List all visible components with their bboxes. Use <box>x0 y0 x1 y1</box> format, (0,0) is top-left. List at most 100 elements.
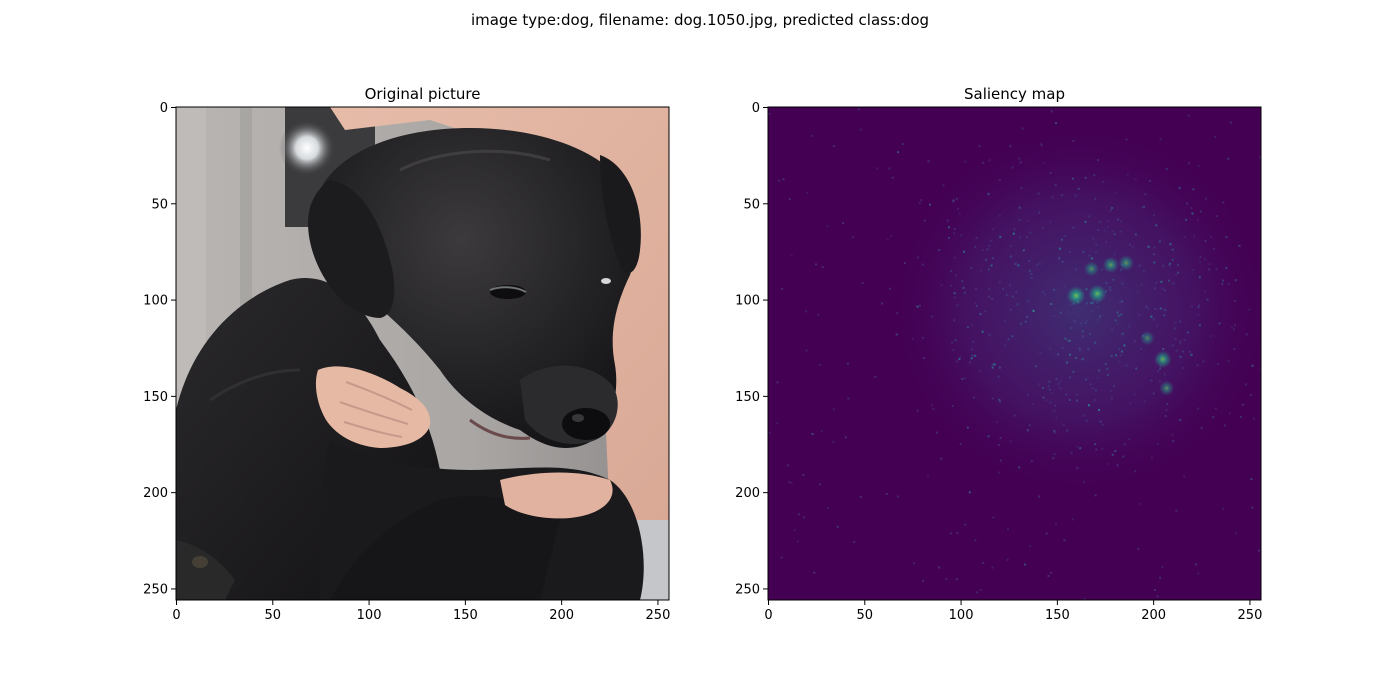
saliency-hotspot <box>1066 286 1086 306</box>
saliency-pixel <box>1154 589 1156 592</box>
saliency-pixel <box>982 561 985 564</box>
saliency-pixel <box>847 397 850 400</box>
saliency-pixel <box>827 506 829 509</box>
saliency-pixel <box>918 202 921 205</box>
saliency-pixel <box>1006 558 1009 561</box>
saliency-pixel <box>768 113 771 115</box>
saliency-pixel <box>889 287 892 290</box>
saliency-hotspot <box>1154 350 1172 369</box>
saliency-hotspot <box>1159 380 1175 396</box>
saliency-pixel <box>891 176 894 179</box>
saliency-y-tick-label: 200 <box>735 486 760 501</box>
saliency-pixel <box>876 167 879 170</box>
saliency-pixel <box>1021 127 1024 130</box>
saliency-pixel <box>945 578 948 580</box>
saliency-pixel <box>817 313 820 316</box>
saliency-pixel <box>1187 114 1190 117</box>
saliency-pixel <box>857 108 860 111</box>
saliency-pixel <box>821 266 824 269</box>
saliency-pixel <box>802 473 805 476</box>
saliency-hotspot <box>1102 256 1120 274</box>
saliency-pixel <box>922 579 924 582</box>
saliency-pixel <box>796 540 799 543</box>
saliency-map-frame <box>767 106 1262 601</box>
saliency-pixel <box>778 179 780 182</box>
saliency-pixel <box>776 381 779 384</box>
saliency-pixel <box>888 167 891 170</box>
saliency-pixel <box>1050 110 1053 113</box>
saliency-x-tick-label: 100 <box>949 608 974 623</box>
saliency-pixel <box>853 541 856 543</box>
saliency-pixel <box>938 566 941 569</box>
saliency-pixel <box>1161 566 1164 569</box>
saliency-hotspots <box>1066 255 1175 396</box>
saliency-pixel <box>874 375 877 378</box>
original-x-tick-label: 150 <box>453 608 478 623</box>
saliency-pixel <box>1259 368 1261 371</box>
saliency-pixel <box>916 409 919 412</box>
saliency-y-tick-label: 150 <box>735 390 760 405</box>
figure-suptitle: image type:dog, filename: dog.1050.jpg, … <box>470 11 930 29</box>
saliency-pixel <box>861 282 864 285</box>
original-y-tick-label: 100 <box>143 294 168 309</box>
saliency-map-ticks: 0 50 100 150 200 250 0 50 100 150 200 250 <box>735 101 1262 623</box>
saliency-pixel <box>964 160 967 163</box>
saliency-map-axes: Saliency map 0 50 100 150 200 250 0 50 100 150 200… <box>735 85 1262 623</box>
saliency-heatmap <box>768 107 1261 600</box>
saliency-pixel <box>992 516 995 519</box>
original-picture-frame <box>175 106 670 601</box>
saliency-pixel <box>805 349 808 352</box>
saliency-pixel <box>964 523 967 526</box>
saliency-hotspot <box>1118 255 1135 271</box>
saliency-pixel <box>768 431 771 434</box>
saliency-pixel <box>1183 475 1186 478</box>
saliency-pixel <box>1214 135 1217 138</box>
saliency-pixel <box>1038 495 1041 498</box>
saliency-pixel <box>1251 506 1254 509</box>
saliency-hotspot <box>1088 284 1107 303</box>
saliency-pixel <box>1055 122 1057 125</box>
saliency-pixel <box>935 431 938 434</box>
camera-flash <box>279 120 335 176</box>
saliency-glow <box>890 125 1261 495</box>
saliency-pixel <box>1252 417 1255 420</box>
saliency-y-tick-label: 250 <box>735 582 760 597</box>
saliency-pixel <box>832 145 835 148</box>
saliency-pixel <box>913 562 915 565</box>
saliency-pixel <box>1222 507 1225 510</box>
saliency-pixel <box>836 525 839 528</box>
saliency-pixel <box>851 236 854 239</box>
saliency-pixel <box>885 492 888 495</box>
saliency-pixel <box>991 566 994 569</box>
saliency-pixel <box>1029 545 1032 548</box>
saliency-x-tick-label: 200 <box>1141 608 1166 623</box>
saliency-pixel <box>1258 549 1260 552</box>
saliency-pixel <box>1175 509 1178 512</box>
original-x-tick-label: 250 <box>646 608 671 623</box>
saliency-pixel <box>820 430 823 433</box>
saliency-pixel <box>846 362 849 365</box>
original-y-tick-label: 250 <box>143 582 168 597</box>
saliency-pixel <box>805 310 808 313</box>
saliency-pixel <box>819 483 821 486</box>
saliency-pixel <box>1259 156 1261 159</box>
saliency-pixel <box>1229 121 1232 124</box>
saliency-hotspot <box>1083 261 1100 277</box>
saliency-pixel <box>1227 157 1230 160</box>
saliency-pixel <box>1137 547 1140 550</box>
saliency-pixel <box>978 145 981 148</box>
original-y-tick-label: 0 <box>160 101 168 116</box>
saliency-pixel <box>1159 138 1162 141</box>
original-x-tick-label: 100 <box>357 608 382 623</box>
saliency-pixel <box>1050 571 1053 574</box>
saliency-pixel <box>1249 394 1252 397</box>
saliency-pixel <box>976 591 979 594</box>
saliency-pixel <box>826 225 829 228</box>
saliency-pixel <box>811 433 814 435</box>
saliency-pixel <box>782 178 785 181</box>
saliency-pixel <box>1094 494 1097 497</box>
original-picture-axes: Original picture <box>143 85 670 623</box>
saliency-pixel <box>940 457 943 460</box>
saliency-map-title: Saliency map <box>964 85 1065 103</box>
